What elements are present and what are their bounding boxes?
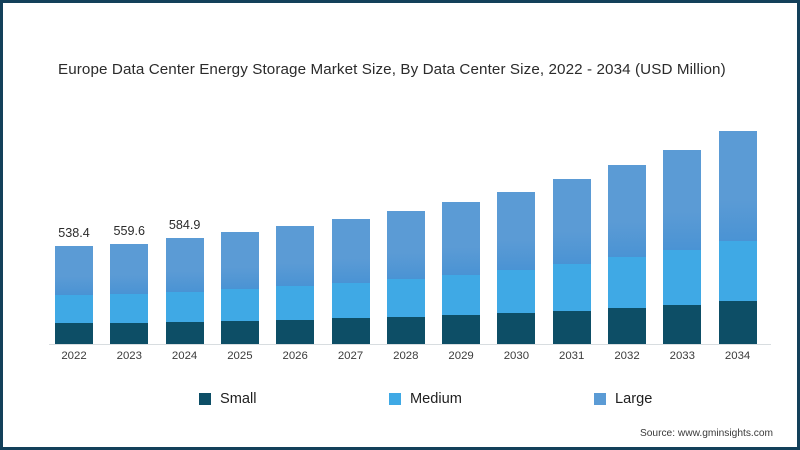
legend-label: Large bbox=[615, 391, 653, 407]
bar-segment-large-2029[interactable] bbox=[442, 202, 481, 275]
bar-column-2033[interactable] bbox=[663, 150, 702, 344]
bar-column-2023[interactable] bbox=[110, 244, 149, 344]
x-axis-label-2024: 2024 bbox=[171, 350, 198, 362]
bar-column-2030[interactable] bbox=[497, 192, 536, 344]
bar-segment-small-2028[interactable] bbox=[386, 317, 425, 344]
bar-segment-large-2024[interactable] bbox=[165, 238, 204, 292]
bar-segment-large-2032[interactable] bbox=[608, 165, 646, 257]
bar-segment-medium-2030[interactable] bbox=[497, 270, 536, 313]
bar-segment-medium-2034[interactable] bbox=[718, 241, 757, 301]
x-axis-label-2032: 2032 bbox=[614, 350, 640, 362]
chart-legend: Small Medium Large bbox=[49, 391, 749, 415]
bar-segment-small-2024[interactable] bbox=[165, 322, 204, 344]
bar-segment-small-2031[interactable] bbox=[552, 311, 591, 344]
bar-segment-large-2033[interactable] bbox=[663, 150, 702, 250]
plot-area: 538.4 2022 559.6 2023 584.9 2024 2025 2026 2027 2… bbox=[3, 3, 797, 447]
x-axis-label-2025: 2025 bbox=[227, 350, 253, 362]
legend-swatch-small-icon bbox=[199, 393, 211, 405]
bar-column-2027[interactable] bbox=[331, 219, 370, 344]
bar-column-2024[interactable] bbox=[165, 238, 204, 344]
bar-column-2032[interactable] bbox=[608, 165, 646, 344]
x-axis-label-2031: 2031 bbox=[559, 350, 585, 362]
bar-segment-small-2022[interactable] bbox=[55, 323, 93, 344]
x-axis-label-2033: 2033 bbox=[669, 350, 695, 362]
bar-segment-medium-2024[interactable] bbox=[165, 292, 204, 322]
bar-segment-medium-2033[interactable] bbox=[663, 250, 702, 305]
bar-segment-medium-2028[interactable] bbox=[386, 279, 425, 317]
x-axis-label-2026: 2026 bbox=[282, 350, 308, 362]
bar-segment-large-2031[interactable] bbox=[552, 179, 591, 264]
bar-column-2034[interactable] bbox=[718, 131, 757, 344]
bar-segment-medium-2029[interactable] bbox=[442, 275, 481, 315]
bar-segment-large-2026[interactable] bbox=[276, 226, 315, 286]
bar-segment-small-2034[interactable] bbox=[718, 301, 757, 344]
bar-segment-large-2034[interactable] bbox=[718, 131, 757, 241]
bar-segment-small-2027[interactable] bbox=[331, 318, 370, 344]
x-axis-label-2022: 2022 bbox=[61, 350, 87, 362]
x-axis-label-2023: 2023 bbox=[116, 350, 142, 362]
legend-label: Medium bbox=[410, 391, 462, 407]
bar-column-2025[interactable] bbox=[220, 232, 259, 344]
x-axis-label-2027: 2027 bbox=[337, 350, 364, 362]
chart-canvas: Europe Data Center Energy Storage Market… bbox=[3, 3, 797, 447]
legend-label: Small bbox=[220, 391, 257, 407]
legend-item-medium[interactable]: Medium bbox=[389, 391, 462, 407]
bar-segment-medium-2027[interactable] bbox=[331, 283, 370, 318]
bar-segment-large-2023[interactable] bbox=[110, 244, 149, 294]
bar-segment-large-2022[interactable] bbox=[55, 246, 93, 295]
bar-segment-large-2028[interactable] bbox=[386, 211, 425, 279]
legend-item-small[interactable]: Small bbox=[199, 391, 257, 407]
bar-column-2031[interactable] bbox=[552, 179, 591, 344]
bar-segment-large-2025[interactable] bbox=[220, 232, 259, 289]
bar-column-2028[interactable] bbox=[386, 211, 425, 344]
bar-segment-small-2026[interactable] bbox=[276, 320, 315, 344]
axis-baseline bbox=[49, 344, 771, 345]
chart-title: Europe Data Center Energy Storage Market… bbox=[58, 61, 726, 78]
bar-segment-medium-2026[interactable] bbox=[276, 286, 315, 320]
bar-segment-large-2030[interactable] bbox=[497, 192, 536, 270]
bar-segment-medium-2022[interactable] bbox=[55, 295, 93, 323]
bar-segment-small-2032[interactable] bbox=[608, 308, 646, 344]
x-axis-label-2034: 2034 bbox=[724, 350, 751, 362]
bar-segment-medium-2025[interactable] bbox=[220, 289, 259, 321]
bar-segment-small-2023[interactable] bbox=[110, 323, 149, 344]
bar-value-label-2024: 584.9 bbox=[168, 218, 201, 232]
legend-item-large[interactable]: Large bbox=[594, 391, 652, 407]
bar-column-2022[interactable] bbox=[55, 246, 93, 344]
legend-swatch-large-icon bbox=[594, 393, 606, 405]
x-axis-label-2028: 2028 bbox=[393, 350, 419, 362]
bar-segment-medium-2023[interactable] bbox=[110, 294, 149, 323]
source-attribution: Source: www.gminsights.com bbox=[639, 428, 773, 439]
bar-segment-small-2030[interactable] bbox=[497, 313, 536, 344]
bar-segment-small-2025[interactable] bbox=[220, 321, 259, 344]
bar-segment-medium-2031[interactable] bbox=[552, 264, 591, 311]
bar-column-2029[interactable] bbox=[442, 202, 481, 344]
bar-column-2026[interactable] bbox=[276, 226, 315, 344]
x-axis-label-2030: 2030 bbox=[503, 350, 530, 362]
bar-value-label-2023: 559.6 bbox=[113, 224, 146, 238]
bar-segment-large-2027[interactable] bbox=[331, 219, 370, 283]
legend-swatch-medium-icon bbox=[389, 393, 401, 405]
bar-value-label-2022: 538.4 bbox=[58, 226, 90, 240]
bar-segment-small-2033[interactable] bbox=[663, 305, 702, 344]
x-axis-label-2029: 2029 bbox=[448, 350, 474, 362]
bar-segment-medium-2032[interactable] bbox=[608, 257, 646, 308]
bar-segment-small-2029[interactable] bbox=[442, 315, 481, 344]
